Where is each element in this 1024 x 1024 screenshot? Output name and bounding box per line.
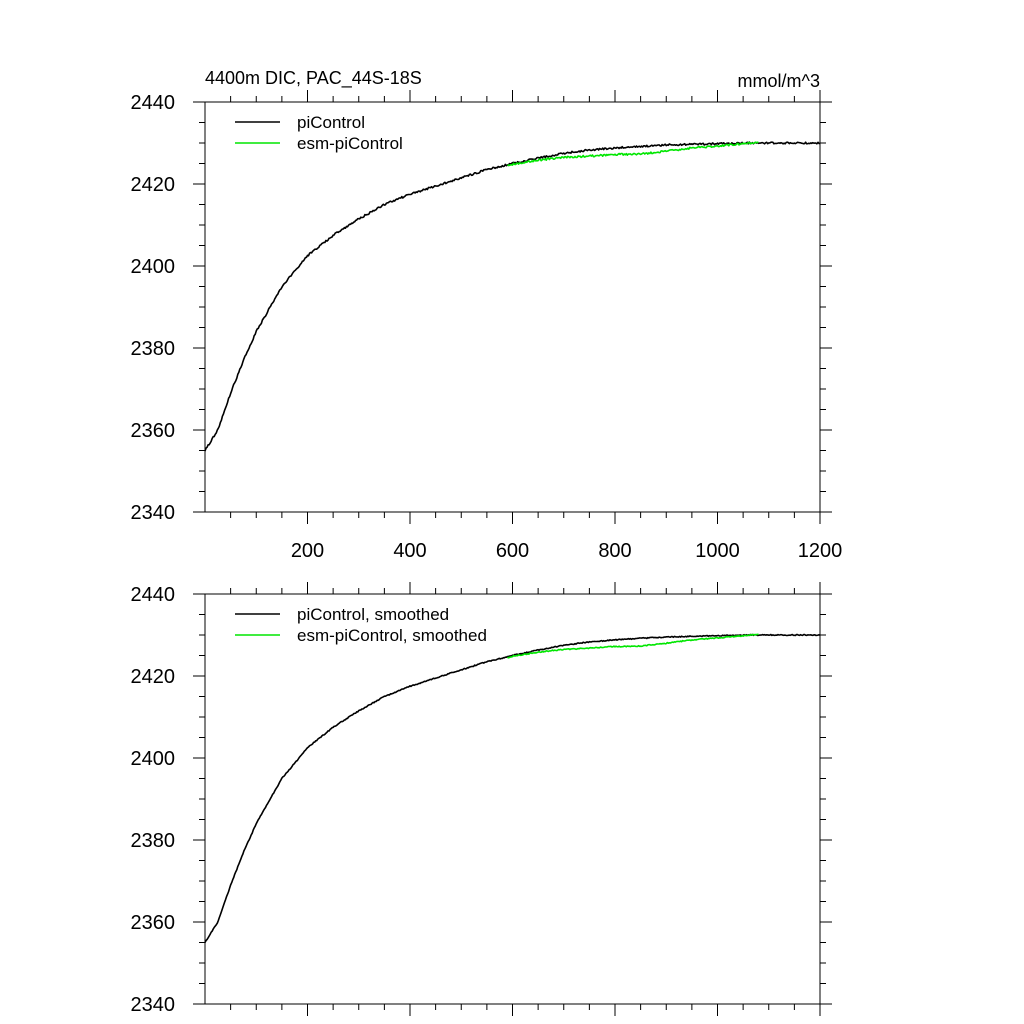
legend-label: piControl bbox=[297, 113, 365, 132]
legend-label: piControl, smoothed bbox=[297, 605, 449, 624]
y-tick-label: 2420 bbox=[131, 174, 176, 196]
series-line-esm-picontrol bbox=[507, 141, 759, 167]
bottom-panel: 2340 2360 2380 2400 2420 2440 piControl, smoot… bbox=[131, 582, 832, 1016]
x-tick-label: 1000 bbox=[695, 540, 740, 562]
y-tick-label: 2440 bbox=[131, 584, 176, 606]
y-tick-label: 2400 bbox=[131, 748, 176, 770]
units-label: mmol/m^3 bbox=[738, 71, 820, 91]
series-line-picontrol bbox=[204, 141, 821, 452]
y-tick-label: 2400 bbox=[131, 256, 176, 278]
x-tick-label: 1200 bbox=[798, 540, 843, 562]
legend-label: esm-piControl bbox=[297, 134, 403, 153]
top-panel: 2340 2360 2380 2400 2420 2440 200 400 600 800 1000… bbox=[131, 68, 843, 562]
y-tick-label: 2340 bbox=[131, 502, 176, 524]
x-tick-label: 600 bbox=[496, 540, 529, 562]
y-tick-label: 2360 bbox=[131, 912, 176, 934]
y-tick-label: 2340 bbox=[131, 994, 176, 1016]
series-line-picontrol bbox=[204, 633, 821, 943]
y-tick-label: 2380 bbox=[131, 338, 176, 360]
x-tick-label: 800 bbox=[598, 540, 631, 562]
x-tick-label: 200 bbox=[291, 540, 324, 562]
chart-title: 4400m DIC, PAC_44S-18S bbox=[205, 68, 422, 89]
y-tick-label: 2380 bbox=[131, 830, 176, 852]
y-tick-label: 2440 bbox=[131, 92, 176, 114]
y-tick-label: 2360 bbox=[131, 420, 176, 442]
legend-label: esm-piControl, smoothed bbox=[297, 626, 487, 645]
y-tick-label: 2420 bbox=[131, 666, 176, 688]
series-line-esm-picontrol bbox=[507, 633, 759, 659]
x-tick-label: 400 bbox=[393, 540, 426, 562]
